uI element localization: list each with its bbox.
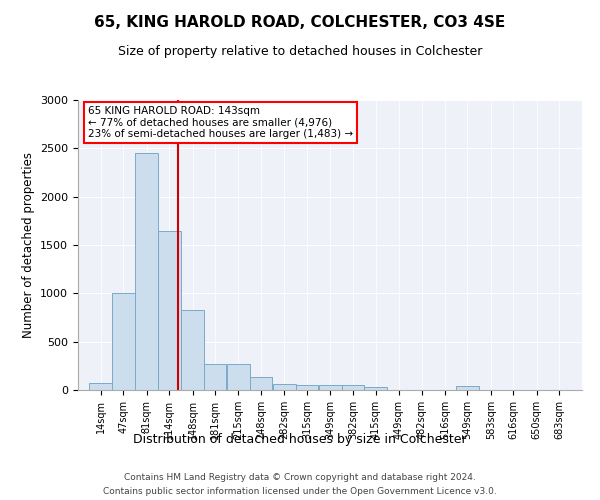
Bar <box>456 386 479 390</box>
Text: Contains HM Land Registry data © Crown copyright and database right 2024.: Contains HM Land Registry data © Crown c… <box>124 472 476 482</box>
Text: Contains public sector information licensed under the Open Government Licence v3: Contains public sector information licen… <box>103 488 497 496</box>
Bar <box>273 384 296 390</box>
Bar <box>181 310 204 390</box>
Bar <box>158 230 181 390</box>
Bar <box>227 364 250 390</box>
Text: Size of property relative to detached houses in Colchester: Size of property relative to detached ho… <box>118 45 482 58</box>
Text: 65, KING HAROLD ROAD, COLCHESTER, CO3 4SE: 65, KING HAROLD ROAD, COLCHESTER, CO3 4S… <box>94 15 506 30</box>
Text: 65 KING HAROLD ROAD: 143sqm
← 77% of detached houses are smaller (4,976)
23% of : 65 KING HAROLD ROAD: 143sqm ← 77% of det… <box>88 106 353 139</box>
Bar <box>250 378 272 390</box>
Bar <box>296 384 319 390</box>
Bar <box>89 383 112 390</box>
Bar <box>204 364 226 390</box>
Bar <box>112 294 134 390</box>
Bar <box>135 153 158 390</box>
Text: Distribution of detached houses by size in Colchester: Distribution of detached houses by size … <box>133 432 467 446</box>
Bar <box>319 385 341 390</box>
Bar <box>341 385 364 390</box>
Y-axis label: Number of detached properties: Number of detached properties <box>22 152 35 338</box>
Bar <box>364 387 387 390</box>
